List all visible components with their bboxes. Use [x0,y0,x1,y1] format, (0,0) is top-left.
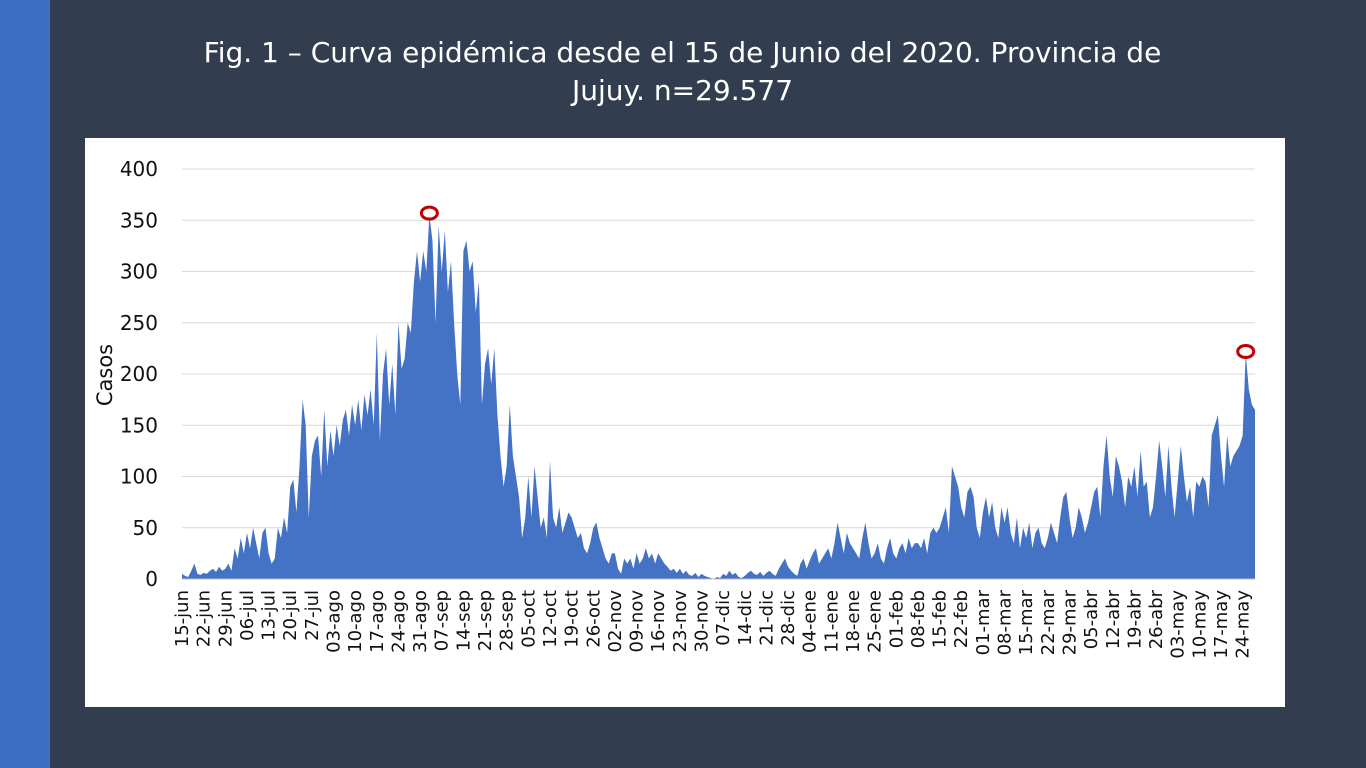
y-tick-label: 200 [120,362,158,386]
x-tick-label: 01-mar [973,589,994,655]
x-tick-label: 15-jun [172,590,193,647]
x-tick-label: 21-dic [756,590,777,646]
x-tick-label: 28-sep [497,590,518,651]
area [182,215,1255,579]
x-tick-label: 08-mar [995,589,1016,655]
y-tick-label: 100 [120,465,158,489]
x-tick-label: 24-may [1233,590,1254,659]
x-tick-label: 22-mar [1038,589,1059,655]
x-tick-label: 12-oct [540,590,561,648]
x-tick-label: 24-ago [388,590,409,653]
x-tick-label: 22-jun [194,590,215,647]
y-tick-label: 300 [120,260,158,284]
x-tick-label: 22-feb [951,590,972,648]
x-tick-label: 07-dic [713,590,734,646]
x-tick-label: 28-dic [778,590,799,646]
x-tick-label: 06-jul [237,590,258,641]
x-tick-label: 04-ene [800,590,821,653]
x-tick-label: 15-mar [1016,589,1037,655]
highlight-circle [1236,344,1256,359]
x-tick-label: 03-ago [324,590,345,653]
x-tick-label: 01-feb [886,590,907,648]
x-tick-label: 30-nov [691,590,712,653]
y-tick-label: 250 [120,311,158,335]
x-tick-label: 03-may [1168,590,1189,659]
x-tick-label: 02-nov [605,590,626,653]
x-tick-label: 14-sep [453,590,474,651]
x-tick-label: 19-oct [562,590,583,648]
x-tick-label: 17-ago [367,590,388,653]
x-tick-label: 05-abr [1081,589,1102,649]
x-tick-label: 15-feb [930,590,951,648]
x-tick-label: 25-ene [865,590,886,653]
chart-title: Fig. 1 – Curva epidémica desde el 15 de … [203,36,1162,107]
x-tick-label: 21-sep [475,590,496,651]
chart-panel [85,138,1285,707]
x-tick-label: 09-nov [627,590,648,653]
x-tick-label: 18-ene [843,590,864,653]
x-tick-label: 20-jul [280,590,301,641]
x-tick-label: 11-ene [821,590,842,653]
y-tick-label: 400 [120,157,158,181]
x-tick-label: 13-jul [259,590,280,641]
y-axis-label: Casos [93,344,117,406]
x-tick-label: 29-mar [1059,589,1080,655]
y-tick-label: 150 [120,413,158,437]
y-tick-label: 350 [120,208,158,232]
x-tick-label: 14-dic [735,590,756,646]
y-tick-label: 50 [133,516,158,540]
x-tick-label: 17-may [1211,590,1232,659]
side-stripe [0,0,50,768]
x-tick-label: 10-ago [345,590,366,653]
x-tick-label: 08-feb [908,590,929,648]
x-tick-label: 31-ago [410,590,431,653]
x-tick-label: 10-may [1189,590,1210,659]
highlight-circle [419,205,439,221]
x-tick-label: 16-nov [648,590,669,653]
x-tick-label: 26-abr [1146,589,1167,649]
x-tick-label: 27-jul [302,590,323,641]
x-tick-label: 29-jun [215,590,236,647]
x-tick-label: 07-sep [432,590,453,651]
x-tick-label: 23-nov [670,590,691,653]
x-tick-label: 12-abr [1103,589,1124,649]
y-tick-label: 0 [145,567,158,591]
x-tick-label: 26-oct [583,590,604,648]
x-tick-label: 19-abr [1124,589,1145,649]
x-tick-label: 05-oct [518,590,539,648]
